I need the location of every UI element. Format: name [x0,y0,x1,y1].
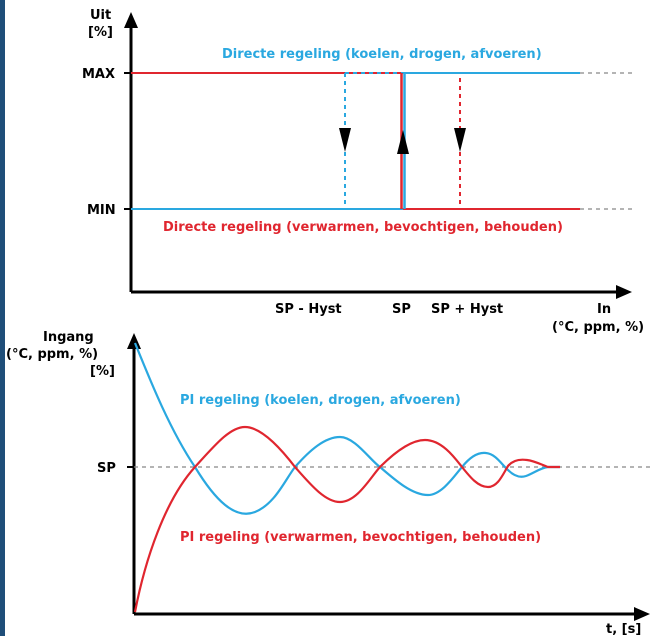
top-x-label-2: (°C, ppm, %) [552,320,644,335]
top-y-label-1: Uit [90,8,111,23]
bottom-y-label-1: Ingang [43,330,94,345]
bottom-diagram: Ingang (°C, ppm, %) [%] SP PI regeling (… [6,330,650,636]
sp-up-arrow [397,130,409,154]
bottom-y-axis-arrow [127,333,141,349]
top-diagram: Uit [%] MAX MIN Directe regeling (koelen… [82,8,644,335]
top-x-axis-arrow [616,285,632,299]
blue-pi-curve [133,342,560,515]
bottom-y-label-2: (°C, ppm, %) [6,347,98,362]
top-x-label-1: In [597,302,611,317]
top-red-caption: Directe regeling (verwarmen, bevochtigen… [163,220,563,235]
red-pi-curve [133,425,560,613]
bottom-blue-caption: PI regeling (koelen, drogen, afvoeren) [180,393,461,408]
tick-max-label: MAX [82,67,115,82]
bottom-x-label: t, [s] [606,622,641,636]
red-drop-arrow [454,128,466,152]
top-y-axis-arrow [124,12,138,28]
bottom-y-label-3: [%] [90,364,115,379]
bottom-x-axis-arrow [634,607,650,621]
top-y-label-2: [%] [88,25,113,40]
tick-min-label: MIN [87,203,116,218]
x-tick-sp-minus-hyst: SP - Hyst [275,302,342,317]
bottom-sp-label: SP [97,461,116,476]
blue-drop-arrow [339,128,351,152]
left-edge-bar [0,0,5,636]
top-blue-caption: Directe regeling (koelen, drogen, afvoer… [222,47,542,62]
x-tick-sp-plus-hyst: SP + Hyst [431,302,503,317]
bottom-red-caption: PI regeling (verwarmen, bevochtigen, beh… [180,530,541,545]
x-tick-sp: SP [392,302,411,317]
